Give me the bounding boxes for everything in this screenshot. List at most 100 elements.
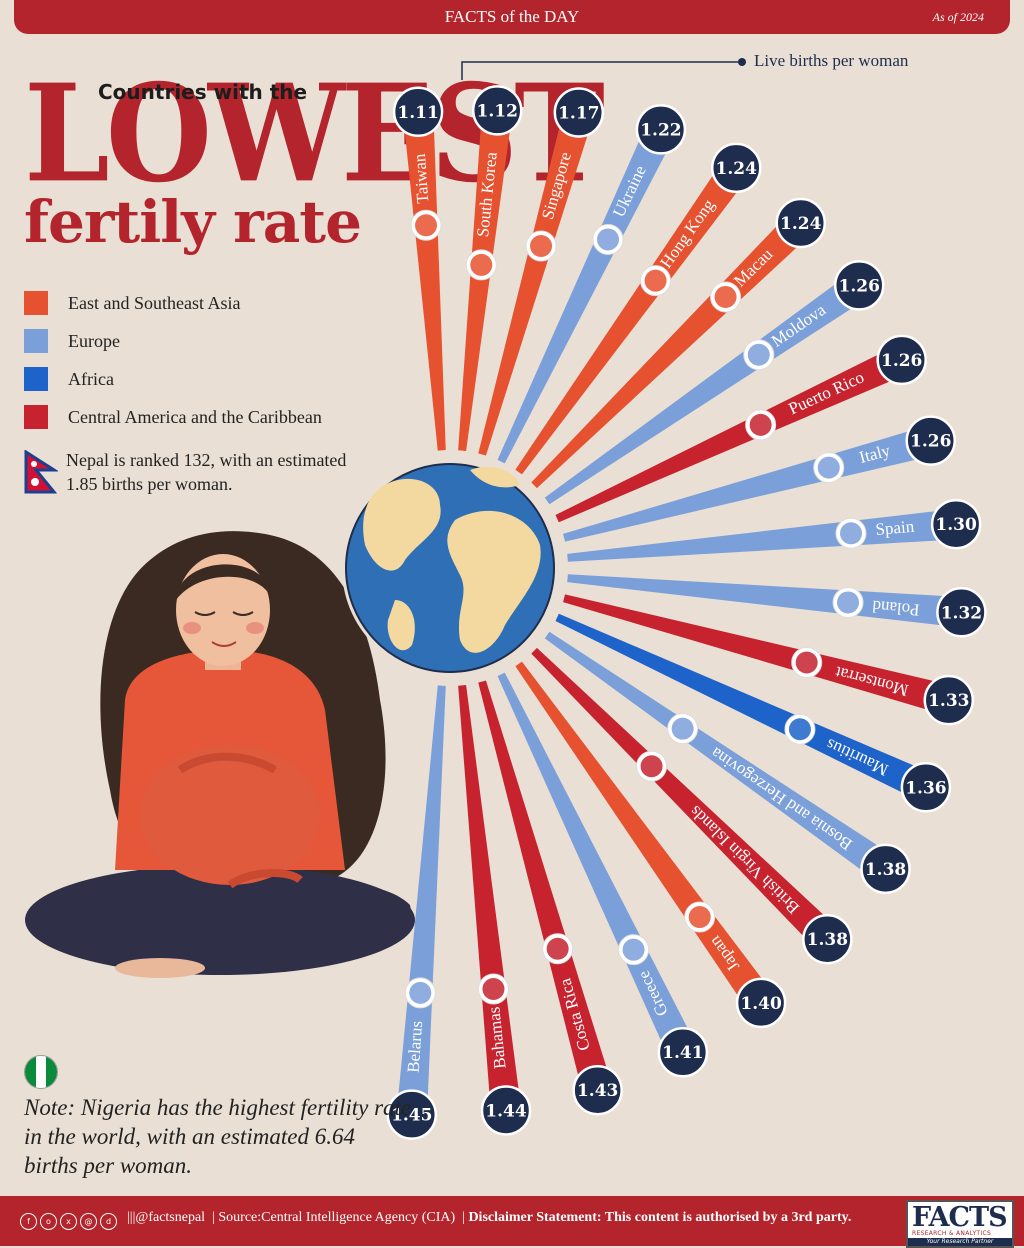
logo-sub: RESEARCH & ANALYTICS xyxy=(912,1230,992,1237)
value-label: 1.38 xyxy=(865,860,906,880)
legend-item-africa: Africa xyxy=(24,360,322,398)
value-badge xyxy=(930,498,982,550)
value-badge xyxy=(635,104,687,155)
bar-costa-rica xyxy=(478,680,610,1087)
bar-montserrat xyxy=(563,594,945,713)
legend: East and Southeast Asia Europe Africa Ce… xyxy=(24,284,322,436)
bar-mauritius xyxy=(555,613,925,798)
pregnant-woman-illustration xyxy=(25,531,415,978)
flag-costa-rica-icon xyxy=(542,933,574,965)
logo-name: FACTS xyxy=(912,1202,1008,1233)
category-label: Hong Kong xyxy=(656,195,718,271)
flag-bosnia-and-herzegovina-icon xyxy=(667,713,699,745)
flag-japan-icon xyxy=(684,901,716,933)
footer: f o x @ d |||@factsnepal | Source:Central In… xyxy=(0,1196,1024,1246)
value-badge xyxy=(900,762,952,813)
bar-british-virgin-islands xyxy=(531,647,833,945)
facebook-icon[interactable]: f xyxy=(20,1213,37,1230)
legend-label: Europe xyxy=(68,330,120,351)
globe-icon xyxy=(342,460,558,676)
value-label: 1.26 xyxy=(839,276,880,296)
value-label: 1.26 xyxy=(910,432,951,452)
nepal-note-text: Nepal is ranked 132, with an estimated 1… xyxy=(66,450,347,494)
value-label: 1.40 xyxy=(740,994,782,1014)
category-label: British Virgin Islands xyxy=(686,802,803,918)
value-badge xyxy=(923,674,975,726)
logo-tagline: Your Research Partner xyxy=(908,1238,1012,1246)
category-label: Poland xyxy=(871,597,920,620)
footer-disclaimer: Disclaimer Statement: This content is au… xyxy=(468,1210,852,1225)
facts-logo: FACTS RESEARCH & ANALYTICS Your Research… xyxy=(906,1200,1014,1248)
footer-source-text: Source:Central Intelligence Agency (CIA) xyxy=(218,1210,456,1225)
instagram-icon[interactable]: o xyxy=(40,1213,57,1230)
threads-icon[interactable]: @ xyxy=(80,1213,97,1230)
tiktok-icon[interactable]: d xyxy=(100,1213,117,1230)
header-bar: FACTS of the DAY As of 2024 xyxy=(14,0,1010,34)
legend-swatch xyxy=(24,405,48,429)
category-label: Belarus xyxy=(404,1020,427,1073)
bar-hong-kong xyxy=(515,165,744,475)
category-label: Spain xyxy=(875,517,916,539)
value-badge xyxy=(876,334,927,386)
bar-bosnia-and-herzegovina xyxy=(544,631,888,877)
legend-swatch xyxy=(24,367,48,391)
bar-ukraine xyxy=(497,130,671,464)
flag-bahamas-icon xyxy=(477,973,509,1005)
value-label: 1.43 xyxy=(577,1081,618,1101)
value-label: 1.33 xyxy=(928,691,969,711)
flag-moldova-icon xyxy=(743,339,775,371)
nepal-flag-icon xyxy=(24,450,58,494)
value-badge xyxy=(936,587,987,638)
legend-swatch xyxy=(24,291,48,315)
bar-moldova xyxy=(544,277,862,505)
value-badge xyxy=(386,1089,438,1140)
flag-british-virgin-islands-icon xyxy=(636,750,668,782)
footer-source: f o x @ d |||@factsnepal | Source:Central In… xyxy=(20,1210,851,1230)
flag-spain-icon xyxy=(835,517,867,549)
value-badge xyxy=(860,843,911,895)
legend-label: Central America and the Caribbean xyxy=(68,406,322,427)
value-badge xyxy=(735,977,787,1029)
value-badge xyxy=(775,197,827,249)
chart-icon: ||| xyxy=(127,1210,136,1225)
value-label: 1.22 xyxy=(640,120,681,140)
flag-macau-icon xyxy=(710,281,742,313)
as-of-date: As of 2024 xyxy=(932,10,984,24)
unit-label: Live births per woman xyxy=(754,51,909,70)
flag-south-korea-icon xyxy=(465,249,497,281)
category-label: Taiwan xyxy=(410,153,432,204)
flag-ukraine-icon xyxy=(592,223,624,255)
value-label: 1.41 xyxy=(662,1043,703,1063)
flag-belarus-icon xyxy=(404,977,436,1009)
bar-macau xyxy=(531,217,806,489)
legend-label: Africa xyxy=(68,368,114,389)
legend-item-europe: Europe xyxy=(24,322,322,360)
value-badge xyxy=(471,85,523,136)
value-badge xyxy=(905,415,956,466)
value-label: 1.45 xyxy=(391,1106,432,1126)
flag-hong-kong-icon xyxy=(640,265,672,297)
value-label: 1.17 xyxy=(558,104,599,124)
flag-mauritius-icon xyxy=(784,713,816,745)
value-label: 1.12 xyxy=(477,101,518,121)
bar-puerto-rico xyxy=(555,349,901,523)
legend-label: East and Southeast Asia xyxy=(68,292,241,313)
x-icon[interactable]: x xyxy=(60,1213,77,1230)
legend-item-asia: East and Southeast Asia xyxy=(24,284,322,322)
value-label: 1.44 xyxy=(485,1101,527,1121)
value-label: 1.24 xyxy=(716,159,758,179)
title-sub: fertily rate xyxy=(24,188,362,256)
flag-italy-icon xyxy=(813,452,845,484)
flag-greece-icon xyxy=(618,934,650,966)
value-badge xyxy=(833,260,885,311)
value-badge xyxy=(711,142,762,194)
bar-taiwan xyxy=(403,118,446,451)
value-badge xyxy=(480,1085,532,1136)
value-badge xyxy=(802,913,853,965)
nigeria-flag-icon xyxy=(24,1055,58,1089)
nigeria-note: Note: Nigeria has the highest fertility … xyxy=(24,1095,412,1178)
flag-singapore-icon xyxy=(525,230,557,262)
flag-taiwan-icon xyxy=(410,209,442,241)
value-label: 1.38 xyxy=(807,930,848,950)
